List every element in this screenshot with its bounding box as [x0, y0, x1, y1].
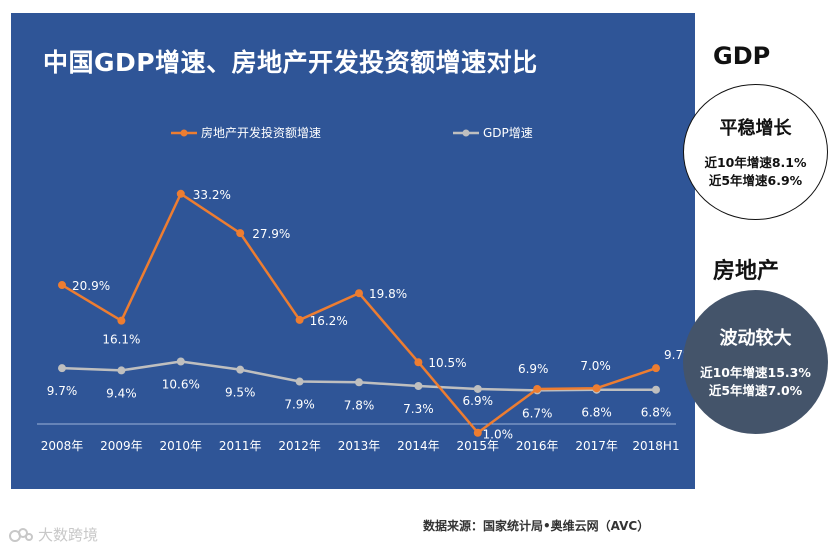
watermark-logo-icon — [9, 527, 33, 542]
watermark-text: 大数跨境 — [38, 526, 99, 544]
data-point-gdp — [652, 385, 660, 394]
x-tick-label: 2011年 — [219, 439, 262, 453]
data-label-real-estate: 19.8% — [369, 287, 407, 301]
x-tick-label: 2018H1 — [632, 439, 679, 453]
legend: 房地产开发投资额增速 GDP增速 — [171, 125, 533, 140]
data-label-gdp: 10.6% — [162, 377, 200, 391]
data-point-real-estate — [533, 384, 542, 393]
legend-label-real-estate: 房地产开发投资额增速 — [201, 125, 321, 140]
data-label-real-estate: 7.0% — [580, 359, 611, 373]
x-tick-label: 2016年 — [516, 439, 559, 453]
chart-panel: 中国GDP增速、房地产开发投资额增速对比 房地产开发投资额增速 GDP增速 20… — [11, 13, 695, 489]
data-label-gdp: 6.8% — [581, 406, 612, 420]
data-point-real-estate — [117, 316, 126, 325]
data-label-real-estate: 16.1% — [102, 333, 140, 347]
series-layer: 20.9% 16.1% 33.2% 27.9% 16.2% 19.8% 10.5% 1.0% 6… — [47, 188, 695, 442]
data-label-gdp: 7.3% — [403, 402, 434, 416]
watermark: 大数跨境 — [8, 524, 98, 545]
x-tick-label: 2008年 — [41, 439, 84, 453]
x-tick-label: 2009年 — [100, 439, 143, 453]
series-line-real-estate — [61, 192, 657, 434]
data-point-real-estate — [414, 358, 423, 367]
data-point-gdp — [176, 357, 185, 366]
x-tick-label: 2014年 — [397, 439, 440, 453]
data-label-real-estate: 6.9% — [518, 362, 549, 376]
legend-label-gdp: GDP增速 — [483, 126, 533, 140]
data-point-gdp — [295, 377, 304, 386]
real-estate-heading: 房地产 — [713, 259, 780, 284]
data-label-real-estate: 33.2% — [193, 188, 231, 202]
line-chart: 房地产开发投资额增速 GDP增速 2008年 2009年 2010年 2011年 201… — [37, 125, 695, 453]
legend-marker-gdp — [462, 129, 470, 137]
x-tick-label: 2012年 — [278, 439, 321, 453]
data-label-real-estate: 16.2% — [310, 314, 348, 328]
legend-marker-real-estate — [180, 129, 188, 137]
data-label-gdp: 7.9% — [284, 398, 315, 412]
data-label-real-estate: 10.5% — [428, 356, 466, 370]
gdp-summary-circle: 平稳增长 近10年增速8.1% 近5年增速6.9% — [683, 84, 828, 220]
data-point-real-estate — [652, 364, 660, 373]
data-point-gdp — [414, 381, 423, 390]
gdp-summary-title: 平稳增长 — [719, 118, 792, 139]
data-label-gdp: 6.9% — [463, 394, 494, 408]
gdp-heading: GDP — [713, 42, 771, 70]
data-point-gdp — [236, 365, 245, 374]
data-label-real-estate: 20.9% — [72, 279, 110, 293]
real-estate-summary-line-1: 近10年增速15.3% — [700, 365, 811, 380]
data-label-gdp: 9.5% — [225, 386, 256, 400]
x-tick-label: 2013年 — [338, 439, 381, 453]
x-tick-label: 2017年 — [575, 439, 618, 453]
data-point-real-estate — [236, 229, 245, 238]
data-point-gdp — [355, 378, 363, 387]
real-estate-summary-line-2: 近5年增速7.0% — [708, 383, 803, 398]
x-axis: 2008年 2009年 2010年 2011年 2012年 2013年 2014年 2015年… — [41, 439, 680, 453]
data-label-gdp: 9.7% — [47, 384, 78, 398]
source-note: 数据来源：国家统计局•奥维云网（AVC） — [423, 519, 650, 533]
data-point-gdp — [58, 364, 66, 373]
data-label-real-estate: 27.9% — [252, 227, 290, 241]
data-label-gdp: 6.8% — [641, 406, 672, 420]
data-point-gdp — [473, 384, 482, 393]
real-estate-summary-title: 波动较大 — [719, 328, 792, 349]
data-label-gdp: 6.7% — [522, 406, 553, 420]
data-label-real-estate: 1.0% — [483, 428, 514, 442]
data-point-real-estate — [176, 189, 185, 198]
chart-title: 中国GDP增速、房地产开发投资额增速对比 — [43, 48, 538, 77]
data-point-real-estate — [355, 289, 363, 298]
data-point-real-estate — [592, 384, 601, 393]
x-tick-label: 2010年 — [160, 439, 203, 453]
gdp-summary-line-2: 近5年增速6.9% — [708, 173, 803, 188]
data-point-real-estate — [295, 315, 304, 324]
data-point-real-estate — [473, 428, 482, 437]
data-point-gdp — [117, 366, 126, 375]
gdp-summary-line-1: 近10年增速8.1% — [704, 155, 807, 170]
real-estate-summary-circle: 波动较大 近10年增速15.3% 近5年增速7.0% — [683, 290, 828, 434]
data-point-real-estate — [58, 281, 66, 290]
data-label-gdp: 9.4% — [106, 386, 137, 400]
data-label-gdp: 7.8% — [344, 398, 375, 412]
x-tick-label: 2015年 — [457, 439, 500, 453]
